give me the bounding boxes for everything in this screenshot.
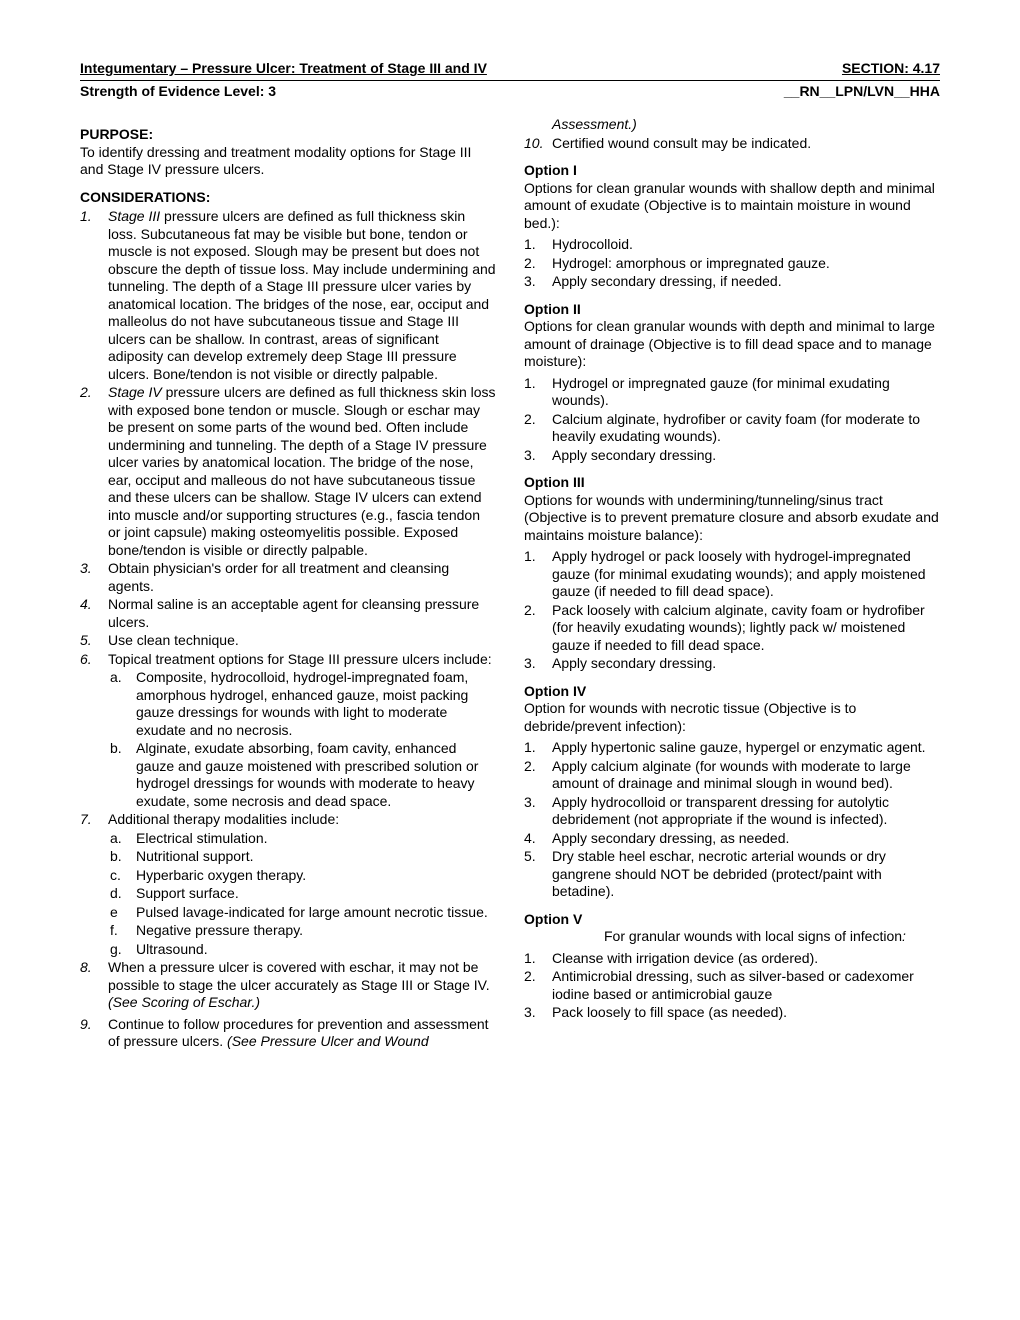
option-heading: Option II — [524, 301, 940, 319]
option-heading: Option I — [524, 162, 940, 180]
list-item: 2.Pack loosely with calcium alginate, ca… — [524, 602, 940, 655]
list-item: 3.Obtain physician's order for all treat… — [80, 560, 496, 595]
list-item: 4.Apply secondary dressing, as needed. — [524, 830, 940, 848]
list-item: 1.Apply hypertonic saline gauze, hyperge… — [524, 739, 940, 757]
list-item: 8.When a pressure ulcer is covered with … — [80, 959, 496, 1012]
list-item: 1.Apply hydrogel or pack loosely with hy… — [524, 548, 940, 601]
list-item: 2.Apply calcium alginate (for wounds wit… — [524, 758, 940, 793]
list-item: 3.Apply secondary dressing, if needed. — [524, 273, 940, 291]
list-item: 5.Dry stable heel eschar, necrotic arter… — [524, 848, 940, 901]
list-item: 2.Calcium alginate, hydrofiber or cavity… — [524, 411, 940, 446]
sub-list-item: c.Hyperbaric oxygen therapy. — [108, 867, 496, 885]
option-list: 1.Apply hydrogel or pack loosely with hy… — [524, 548, 940, 673]
list-item: 1.Hydrogel or impregnated gauze (for min… — [524, 375, 940, 410]
option-intro: Option for wounds with necrotic tissue (… — [524, 700, 940, 735]
header-row: Integumentary – Pressure Ulcer: Treatmen… — [80, 60, 940, 81]
list-item: 10.Certified wound consult may be indica… — [524, 135, 940, 153]
list-item: 5.Use clean technique. — [80, 632, 496, 650]
subheader-right: __RN__LPN/LVN__HHA — [784, 83, 940, 101]
considerations-heading: CONSIDERATIONS: — [80, 189, 496, 207]
option-intro: For granular wounds with local signs of … — [524, 928, 940, 946]
sub-list-item: f.Negative pressure therapy. — [108, 922, 496, 940]
option-heading: Option III — [524, 474, 940, 492]
sub-list-item: ePulsed lavage-indicated for large amoun… — [108, 904, 496, 922]
option-5: Option VFor granular wounds with local s… — [524, 911, 940, 1022]
option-intro: Options for clean granular wounds with d… — [524, 318, 940, 371]
list-item: 2.Stage IV pressure ulcers are defined a… — [80, 384, 496, 559]
list-item: 2.Hydrogel: amorphous or impregnated gau… — [524, 255, 940, 273]
subheader-row: Strength of Evidence Level: 3 __RN__LPN/… — [80, 81, 940, 101]
list-item: 3.Apply secondary dressing. — [524, 447, 940, 465]
purpose-text: To identify dressing and treatment modal… — [80, 144, 496, 179]
option-2: Option IIOptions for clean granular woun… — [524, 301, 940, 465]
list-item: 4.Normal saline is an acceptable agent f… — [80, 596, 496, 631]
sub-list-item: b.Nutritional support. — [108, 848, 496, 866]
list-item: 1.Hydrocolloid. — [524, 236, 940, 254]
option-list: 1.Cleanse with irrigation device (as ord… — [524, 950, 940, 1022]
option-heading: Option V — [524, 911, 940, 929]
option-heading: Option IV — [524, 683, 940, 701]
option-intro: Options for clean granular wounds with s… — [524, 180, 940, 233]
content-columns: PURPOSE: To identify dressing and treatm… — [80, 116, 940, 1051]
purpose-heading: PURPOSE: — [80, 126, 496, 144]
header-title-left: Integumentary – Pressure Ulcer: Treatmen… — [80, 60, 487, 78]
option-intro: Options for wounds with undermining/tunn… — [524, 492, 940, 545]
option-list: 1.Hydrocolloid.2.Hydrogel: amorphous or … — [524, 236, 940, 291]
option-4: Option IVOption for wounds with necrotic… — [524, 683, 940, 901]
subheader-left: Strength of Evidence Level: 3 — [80, 83, 276, 101]
header-title-right: SECTION: 4.17 — [842, 60, 940, 78]
option-list: 1.Apply hypertonic saline gauze, hyperge… — [524, 739, 940, 901]
sub-list-item: d.Support surface. — [108, 885, 496, 903]
considerations-list: 1.Stage III pressure ulcers are defined … — [80, 208, 496, 1012]
option-1: Option IOptions for clean granular wound… — [524, 162, 940, 291]
list-item: 7.Additional therapy modalities include: — [80, 811, 496, 829]
sub-list-item: b.Alginate, exudate absorbing, foam cavi… — [108, 740, 496, 810]
list-item: 1.Cleanse with irrigation device (as ord… — [524, 950, 940, 968]
list-item: 2.Antimicrobial dressing, such as silver… — [524, 968, 940, 1003]
list-item: 3.Apply hydrocolloid or transparent dres… — [524, 794, 940, 829]
option-3: Option IIIOptions for wounds with underm… — [524, 474, 940, 673]
list-item: 3.Apply secondary dressing. — [524, 655, 940, 673]
list-item: 6.Topical treatment options for Stage II… — [80, 651, 496, 669]
list-item: 3.Pack loosely to fill space (as needed)… — [524, 1004, 940, 1022]
sub-list-item: g.Ultrasound. — [108, 941, 496, 959]
sub-list-item: a.Electrical stimulation. — [108, 830, 496, 848]
list-item: 1.Stage III pressure ulcers are defined … — [80, 208, 496, 383]
sub-list-item: a.Composite, hydrocolloid, hydrogel-impr… — [108, 669, 496, 739]
option-list: 1.Hydrogel or impregnated gauze (for min… — [524, 375, 940, 465]
